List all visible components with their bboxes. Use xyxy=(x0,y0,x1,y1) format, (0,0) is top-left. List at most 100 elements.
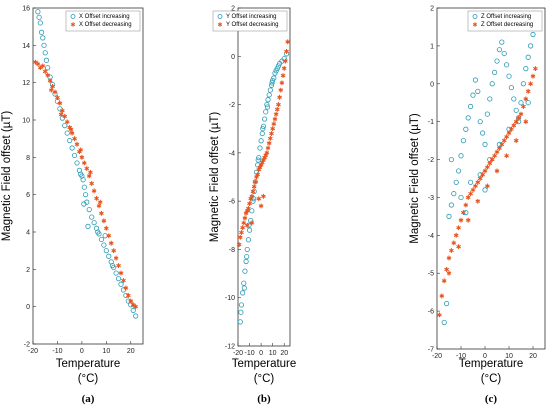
data-point-decreasing xyxy=(236,242,242,247)
data-point-decreasing xyxy=(249,193,255,199)
x-tick-label: -10 xyxy=(52,348,62,355)
data-point-increasing xyxy=(513,107,519,113)
data-point-decreasing xyxy=(475,179,481,185)
data-point-increasing xyxy=(101,242,107,248)
data-point-increasing xyxy=(501,50,507,57)
data-point-decreasing xyxy=(272,116,278,122)
data-point-increasing xyxy=(45,65,51,71)
data-point-decreasing xyxy=(239,230,244,235)
data-point-increasing xyxy=(269,80,275,86)
data-point-decreasing xyxy=(128,298,134,304)
data-point-decreasing xyxy=(123,285,129,291)
panel-label: (a) xyxy=(82,393,95,405)
y-tick-label: 0 xyxy=(430,81,434,88)
data-point-decreasing xyxy=(68,126,74,132)
data-point-decreasing xyxy=(281,65,287,71)
data-point-decreasing xyxy=(456,244,461,250)
y-axis-label: Magnetic Field offset (µT) xyxy=(1,111,13,242)
data-point-decreasing xyxy=(88,169,93,175)
data-point-decreasing xyxy=(485,164,490,170)
data-point-increasing xyxy=(95,229,101,235)
data-point-increasing xyxy=(255,162,261,168)
data-point-decreasing xyxy=(116,263,121,268)
chart-panel-2: -12-10-8-6-4-202-20 -10 0 10 20Y Offset incr… xyxy=(209,6,296,406)
data-point-decreasing xyxy=(52,89,58,95)
legend-marker xyxy=(70,22,76,27)
data-point-decreasing xyxy=(521,104,526,109)
data-point-decreasing xyxy=(284,49,289,54)
x-axis-label: Temperature xyxy=(459,358,524,370)
data-point-increasing xyxy=(240,290,246,296)
x-tick-label: 20 xyxy=(127,348,135,355)
data-point-increasing xyxy=(494,58,500,64)
data-point-decreasing xyxy=(252,179,258,185)
data-point-increasing xyxy=(36,14,42,20)
data-point-decreasing xyxy=(482,168,488,174)
data-point-decreasing xyxy=(525,88,531,94)
data-point-decreasing xyxy=(264,150,270,156)
data-point-increasing xyxy=(42,50,48,56)
data-point-increasing xyxy=(267,87,273,93)
data-point-increasing xyxy=(263,109,269,115)
data-point-decreasing xyxy=(516,115,521,121)
data-point-increasing xyxy=(489,81,495,87)
data-point-increasing xyxy=(511,96,517,102)
data-point-decreasing xyxy=(475,198,481,204)
data-point-decreasing xyxy=(511,123,517,128)
data-point-decreasing xyxy=(518,111,524,117)
data-point-decreasing xyxy=(513,138,519,144)
data-point-increasing xyxy=(261,116,268,122)
data-point-increasing xyxy=(268,82,275,88)
y-tick-label: -12 xyxy=(225,344,235,351)
data-point-increasing xyxy=(237,319,243,325)
legend-marker xyxy=(217,22,223,27)
legend-marker xyxy=(472,14,478,19)
data-point-decreasing xyxy=(96,203,102,209)
data-point-decreasing xyxy=(470,187,476,193)
y-tick-label: 12 xyxy=(22,80,30,87)
data-point-increasing xyxy=(508,84,514,91)
data-point-decreasing xyxy=(523,96,529,102)
data-point-increasing xyxy=(241,280,247,286)
data-point-decreasing xyxy=(108,240,114,246)
data-point-decreasing xyxy=(250,189,256,194)
y-axis-label: Magnetic Field offset (µT) xyxy=(209,112,221,243)
data-point-decreasing xyxy=(111,248,117,254)
data-point-decreasing xyxy=(256,196,262,202)
data-point-decreasing xyxy=(69,130,75,136)
data-point-decreasing xyxy=(59,108,65,114)
data-point-decreasing xyxy=(251,184,257,190)
data-point-increasing xyxy=(43,57,50,63)
data-point-increasing xyxy=(506,73,512,79)
data-point-increasing xyxy=(463,126,469,132)
data-point-decreasing xyxy=(269,131,274,136)
data-point-decreasing xyxy=(240,225,245,231)
data-point-decreasing xyxy=(50,84,55,89)
data-point-increasing xyxy=(475,88,481,94)
y-tick-label: -2 xyxy=(24,342,30,349)
data-point-increasing xyxy=(103,248,109,254)
data-point-increasing xyxy=(527,43,534,49)
data-point-increasing xyxy=(41,42,47,48)
data-point-decreasing xyxy=(446,270,452,276)
y-tick-label: -4 xyxy=(229,150,235,157)
data-point-decreasing xyxy=(504,153,509,159)
data-point-increasing xyxy=(472,77,478,83)
y-tick-label: 6 xyxy=(26,192,30,199)
data-point-decreasing xyxy=(72,136,77,142)
data-point-increasing xyxy=(106,253,112,259)
data-point-increasing xyxy=(89,214,95,220)
data-point-increasing xyxy=(265,97,271,103)
y-tick-label: 14 xyxy=(22,43,30,50)
data-point-increasing xyxy=(448,156,454,163)
data-point-decreasing xyxy=(499,142,505,147)
data-point-increasing xyxy=(446,213,452,219)
data-point-decreasing xyxy=(501,138,507,144)
data-point-decreasing xyxy=(533,66,538,72)
data-point-increasing xyxy=(91,220,97,226)
data-point-decreasing xyxy=(276,102,281,107)
data-point-increasing xyxy=(491,69,498,76)
data-point-increasing xyxy=(118,281,124,287)
data-point-increasing xyxy=(81,184,87,190)
